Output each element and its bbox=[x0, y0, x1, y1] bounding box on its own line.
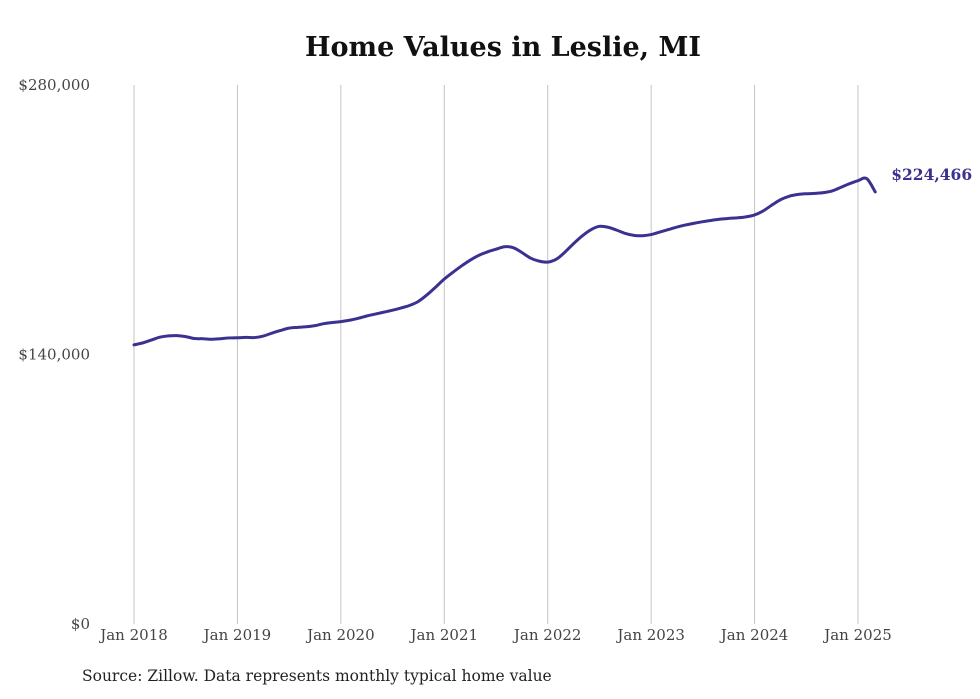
chart-title: Home Values in Leslie, MI bbox=[305, 32, 701, 63]
x-tick-label: Jan 2022 bbox=[512, 626, 582, 644]
x-gridlines bbox=[133, 85, 859, 624]
series-group bbox=[132, 176, 877, 347]
end-value-label: $224,466 bbox=[891, 165, 972, 184]
y-axis-ticks: $0 $140,000 $280,000 bbox=[18, 76, 90, 633]
x-tick-label: Jan 2020 bbox=[305, 626, 375, 644]
y-tick-label: $140,000 bbox=[18, 346, 90, 364]
source-note: Source: Zillow. Data represents monthly … bbox=[82, 667, 552, 685]
x-axis-ticks: Jan 2018 Jan 2019 Jan 2020 Jan 2021 Jan 2022… bbox=[98, 626, 892, 644]
series-line bbox=[132, 176, 877, 347]
x-tick-label: Jan 2018 bbox=[98, 626, 168, 644]
x-tick-label: Jan 2023 bbox=[615, 626, 685, 644]
y-tick-label: $0 bbox=[71, 615, 90, 633]
y-tick-label: $280,000 bbox=[18, 76, 90, 94]
x-tick-label: Jan 2019 bbox=[202, 626, 272, 644]
x-tick-label: Jan 2021 bbox=[409, 626, 479, 644]
x-tick-label: Jan 2024 bbox=[719, 626, 789, 644]
x-tick-label: Jan 2025 bbox=[822, 626, 892, 644]
